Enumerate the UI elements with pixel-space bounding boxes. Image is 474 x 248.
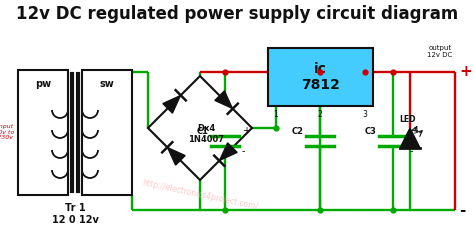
Text: -: - [459, 203, 465, 217]
Text: C2: C2 [292, 126, 304, 135]
Bar [268, 48, 373, 106]
Text: 1: 1 [273, 110, 278, 119]
Polygon shape [400, 128, 420, 148]
Polygon shape [168, 148, 185, 165]
Polygon shape [163, 96, 181, 113]
Text: http://electronics4project.com/: http://electronics4project.com/ [141, 178, 259, 212]
Text: +: + [459, 64, 472, 80]
Text: +: + [242, 126, 250, 136]
Text: sw: sw [100, 79, 114, 89]
Text: pw: pw [35, 79, 51, 89]
Text: 2: 2 [318, 110, 322, 119]
Text: ic
7812: ic 7812 [301, 62, 340, 92]
Polygon shape [148, 76, 252, 180]
Text: -: - [410, 146, 413, 156]
Text: 12v DC regulated power supply circuit diagram: 12v DC regulated power supply circuit di… [16, 5, 458, 23]
Text: -: - [242, 146, 246, 156]
Text: output
12v DC: output 12v DC [428, 45, 453, 58]
Polygon shape [219, 143, 237, 160]
Bar [82, 70, 132, 195]
Text: input
ac 110v to
ac230v: input ac 110v to ac230v [0, 124, 14, 140]
Text: Tr 1
12 0 12v: Tr 1 12 0 12v [52, 203, 99, 225]
Text: Dx4
1N4007: Dx4 1N4007 [188, 124, 224, 144]
Text: C1: C1 [197, 126, 209, 135]
Text: 3: 3 [363, 110, 367, 119]
Text: LED: LED [400, 115, 416, 124]
Polygon shape [215, 91, 232, 108]
Text: C3: C3 [365, 126, 377, 135]
Bar [18, 70, 68, 195]
Text: +: + [410, 126, 418, 136]
